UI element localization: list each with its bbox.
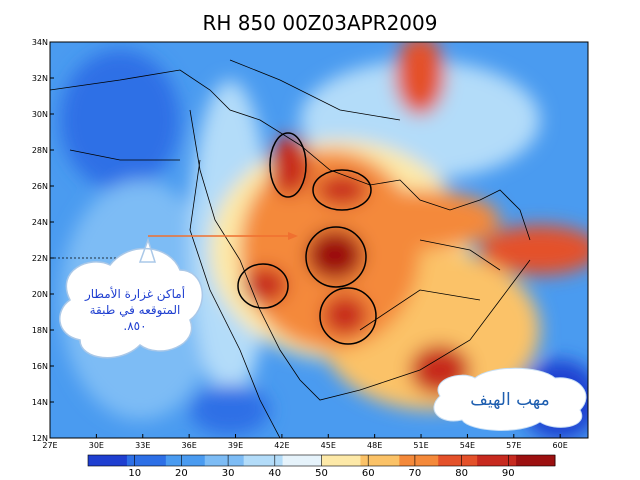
callout: أماكن غزارة الأمطار المتوقعه في طبقة ٨٥٠.: [59, 237, 204, 359]
title: RH 850 00Z03APR2009: [203, 11, 438, 35]
colorbar-swatch: [282, 455, 322, 466]
colorbar-swatch: [438, 455, 478, 466]
lon-tick-label: 45E: [321, 441, 336, 450]
colorbar-swatch: [477, 455, 517, 466]
colorbar-swatch: [165, 455, 206, 466]
colorbar-label: 30: [222, 468, 235, 479]
colorbar-swatch: [204, 455, 245, 466]
lat-tick-label: 32N: [32, 74, 48, 83]
lat-tick-label: 12N: [32, 434, 48, 443]
logo: مهب الهيف: [433, 367, 587, 431]
colorbar-swatch: [399, 455, 439, 466]
lon-tick-label: 57E: [506, 441, 521, 450]
logo-text: مهب الهيف: [470, 390, 550, 410]
arrow: [148, 232, 298, 240]
lon-tick-label: 42E: [274, 441, 289, 450]
colorbar-label: 80: [455, 468, 468, 479]
colorbar-label: 40: [268, 468, 281, 479]
lon-tick-label: 60E: [553, 441, 568, 450]
colorbar-swatch: [516, 455, 556, 466]
map-frame: [49, 41, 589, 439]
colorbar-label: 20: [175, 468, 188, 479]
lat-tick-label: 24N: [32, 218, 48, 227]
lon-tick-label: 39E: [228, 441, 243, 450]
colorbar-swatch: [321, 455, 361, 466]
colorbar-label: 90: [502, 468, 515, 479]
lon-tick-label: 54E: [460, 441, 475, 450]
lon-tick-label: 36E: [182, 441, 197, 450]
lat-tick-label: 30N: [32, 110, 48, 119]
colorbar-label: 50: [315, 468, 328, 479]
callout-line: أماكن غزارة الأمطار: [84, 286, 185, 302]
lon-tick-label: 27E: [42, 441, 57, 450]
rh-field: [50, 42, 588, 438]
colorbar-label: 60: [362, 468, 375, 479]
colorbar-swatch: [88, 455, 128, 466]
callout-line: ٨٥٠.: [123, 319, 146, 333]
lat-tick-label: 26N: [32, 182, 48, 191]
lat-tick-label: 20N: [32, 290, 48, 299]
colorbar-swatch: [126, 455, 167, 466]
callout-line: المتوقعه في طبقة: [90, 303, 181, 318]
lon-tick-label: 48E: [367, 441, 382, 450]
lat-tick-label: 22N: [32, 254, 48, 263]
lon-tick-label: 30E: [89, 441, 104, 450]
lon-tick-label: 33E: [135, 441, 150, 450]
colorbar-swatch: [243, 455, 284, 466]
lon-tick-label: 51E: [413, 441, 428, 450]
highlight-circles: [237, 132, 377, 345]
colorbar-label: 10: [128, 468, 141, 479]
lat-tick-label: 16N: [32, 362, 48, 371]
lat-tick-label: 18N: [32, 326, 48, 335]
colorbar-swatch: [360, 455, 400, 466]
lat-tick-label: 34N: [32, 38, 48, 47]
lat-tick-label: 14N: [32, 398, 48, 407]
lat-tick-label: 28N: [32, 146, 48, 155]
colorbar-label: 70: [409, 468, 422, 479]
